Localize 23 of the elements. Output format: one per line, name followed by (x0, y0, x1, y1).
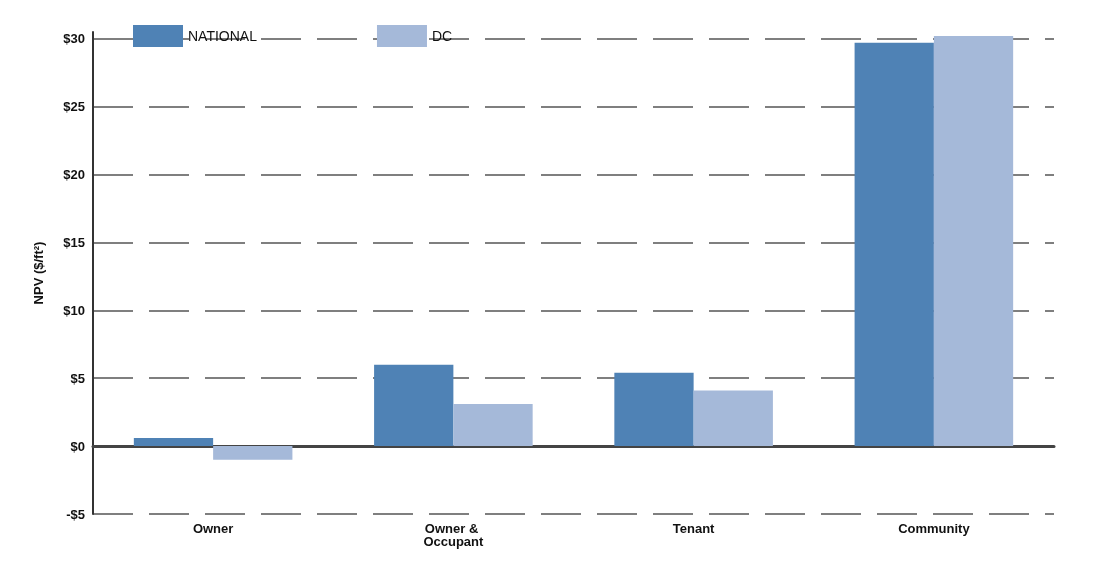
bar (933, 36, 1014, 447)
bar (133, 437, 214, 447)
y-tick-label: -$5 (66, 506, 85, 522)
bar (453, 404, 533, 447)
y-tick-label: $25 (63, 99, 85, 115)
x-tick-label: Community (898, 521, 971, 536)
x-tick-label: Tenant (672, 521, 716, 536)
legend-label: NATIONAL (188, 28, 258, 44)
y-tick-label: $15 (63, 234, 85, 250)
y-tick-label: $10 (63, 302, 85, 318)
y-tick-label: $5 (70, 370, 85, 386)
bar (693, 390, 773, 447)
bar (374, 364, 454, 447)
x-tick-label: Owner (192, 521, 234, 536)
y-tick-label: $30 (63, 31, 85, 47)
x-tick-label: Owner & Occupant (423, 521, 485, 549)
bar (854, 42, 934, 447)
bar (213, 446, 293, 460)
legend-label: DC (431, 28, 453, 44)
y-tick-label: $0 (70, 438, 85, 454)
y-axis-title: NPV ($/ft²) (31, 241, 46, 305)
y-tick-label: $20 (63, 167, 85, 183)
bar (614, 372, 694, 447)
